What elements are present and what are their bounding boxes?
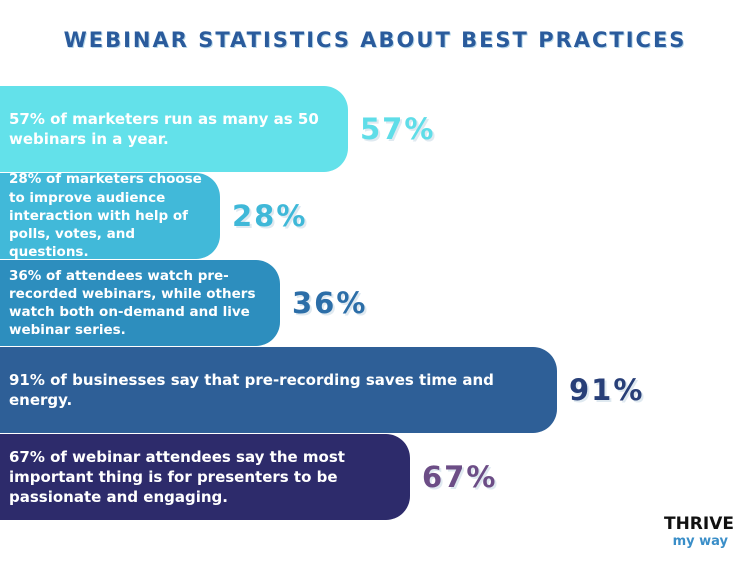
logo-tagline: my way [672, 534, 728, 549]
stat-bar: 57% of marketers run as many as 50 webin… [0, 86, 348, 172]
logo-word: THRIVE [663, 514, 734, 534]
stat-bar: 28% of marketers choose to improve audie… [0, 171, 220, 260]
title: WEBINAR STATISTICS ABOUT BEST PRACTICES [63, 28, 687, 52]
stat-value: 28% [232, 199, 308, 233]
stat-bar: 67% of webinar attendees say the most im… [0, 434, 410, 520]
stat-value: 57% [360, 112, 436, 146]
stat-bar: 91% of businesses say that pre-recording… [0, 347, 557, 433]
stat-value: 36% [292, 286, 368, 320]
stat-value: 91% [569, 373, 645, 407]
stat-value: 67% [422, 460, 498, 494]
stat-bar: 36% of attendees watch pre-recorded webi… [0, 260, 280, 346]
